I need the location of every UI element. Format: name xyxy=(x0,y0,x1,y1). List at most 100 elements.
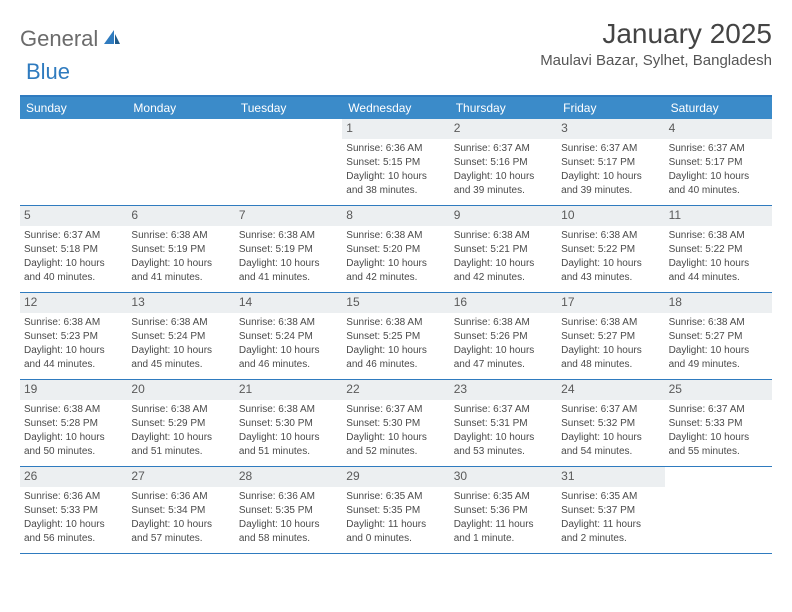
day-detail-line: Sunrise: 6:36 AM xyxy=(346,142,445,155)
day-detail-line: and 43 minutes. xyxy=(561,271,660,284)
day-detail-line: Sunset: 5:34 PM xyxy=(131,504,230,517)
day-detail-line: Sunrise: 6:38 AM xyxy=(454,316,553,329)
day-cell: 25Sunrise: 6:37 AMSunset: 5:33 PMDayligh… xyxy=(665,380,772,466)
day-number: 13 xyxy=(127,293,234,313)
day-detail-line: Daylight: 11 hours xyxy=(561,518,660,531)
day-detail-line: Sunset: 5:19 PM xyxy=(131,243,230,256)
day-details: Sunrise: 6:38 AMSunset: 5:27 PMDaylight:… xyxy=(669,316,768,371)
day-detail-line: and 56 minutes. xyxy=(24,532,123,545)
day-detail-line: Sunrise: 6:38 AM xyxy=(561,316,660,329)
day-details: Sunrise: 6:38 AMSunset: 5:19 PMDaylight:… xyxy=(239,229,338,284)
day-details: Sunrise: 6:37 AMSunset: 5:17 PMDaylight:… xyxy=(669,142,768,197)
day-detail-line: Daylight: 10 hours xyxy=(239,257,338,270)
day-detail-line: Sunset: 5:30 PM xyxy=(239,417,338,430)
day-details: Sunrise: 6:38 AMSunset: 5:22 PMDaylight:… xyxy=(669,229,768,284)
day-detail-line: Daylight: 10 hours xyxy=(669,431,768,444)
day-detail-line: and 45 minutes. xyxy=(131,358,230,371)
day-detail-line: and 52 minutes. xyxy=(346,445,445,458)
day-detail-line: Sunset: 5:23 PM xyxy=(24,330,123,343)
day-detail-line: Daylight: 10 hours xyxy=(24,257,123,270)
day-cell: 31Sunrise: 6:35 AMSunset: 5:37 PMDayligh… xyxy=(557,467,664,553)
day-number: 2 xyxy=(450,119,557,139)
day-detail-line: Sunset: 5:35 PM xyxy=(239,504,338,517)
day-number: 23 xyxy=(450,380,557,400)
day-detail-line: Sunrise: 6:35 AM xyxy=(454,490,553,503)
day-detail-line: Sunrise: 6:36 AM xyxy=(24,490,123,503)
day-detail-line: Sunrise: 6:37 AM xyxy=(454,403,553,416)
day-detail-line: Sunrise: 6:38 AM xyxy=(131,316,230,329)
day-number: 11 xyxy=(665,206,772,226)
day-detail-line: Daylight: 10 hours xyxy=(346,170,445,183)
day-detail-line: Sunset: 5:36 PM xyxy=(454,504,553,517)
day-detail-line: Sunrise: 6:38 AM xyxy=(669,316,768,329)
day-detail-line: and 0 minutes. xyxy=(346,532,445,545)
day-details: Sunrise: 6:35 AMSunset: 5:35 PMDaylight:… xyxy=(346,490,445,545)
day-cell: 29Sunrise: 6:35 AMSunset: 5:35 PMDayligh… xyxy=(342,467,449,553)
day-details: Sunrise: 6:38 AMSunset: 5:28 PMDaylight:… xyxy=(24,403,123,458)
day-cell: 30Sunrise: 6:35 AMSunset: 5:36 PMDayligh… xyxy=(450,467,557,553)
week-row: 19Sunrise: 6:38 AMSunset: 5:28 PMDayligh… xyxy=(20,380,772,467)
logo-text-general: General xyxy=(20,26,98,52)
day-cell: 8Sunrise: 6:38 AMSunset: 5:20 PMDaylight… xyxy=(342,206,449,292)
day-detail-line: Sunrise: 6:38 AM xyxy=(239,316,338,329)
week-row: 5Sunrise: 6:37 AMSunset: 5:18 PMDaylight… xyxy=(20,206,772,293)
day-number: 26 xyxy=(20,467,127,487)
day-detail-line: Sunrise: 6:38 AM xyxy=(24,403,123,416)
day-cell xyxy=(665,467,772,553)
day-detail-line: Sunrise: 6:38 AM xyxy=(346,316,445,329)
day-detail-line: and 41 minutes. xyxy=(131,271,230,284)
day-detail-line: Sunrise: 6:37 AM xyxy=(561,403,660,416)
day-detail-line: Sunset: 5:16 PM xyxy=(454,156,553,169)
day-details: Sunrise: 6:35 AMSunset: 5:37 PMDaylight:… xyxy=(561,490,660,545)
day-number: 15 xyxy=(342,293,449,313)
day-details: Sunrise: 6:37 AMSunset: 5:33 PMDaylight:… xyxy=(669,403,768,458)
day-detail-line: Daylight: 10 hours xyxy=(239,518,338,531)
day-cell: 16Sunrise: 6:38 AMSunset: 5:26 PMDayligh… xyxy=(450,293,557,379)
day-detail-line: Daylight: 10 hours xyxy=(131,344,230,357)
day-detail-line: Sunset: 5:27 PM xyxy=(561,330,660,343)
day-details: Sunrise: 6:38 AMSunset: 5:19 PMDaylight:… xyxy=(131,229,230,284)
day-detail-line: Sunset: 5:33 PM xyxy=(24,504,123,517)
logo-text-blue: Blue xyxy=(26,59,70,85)
day-detail-line: Sunrise: 6:38 AM xyxy=(239,403,338,416)
day-detail-line: Sunrise: 6:38 AM xyxy=(669,229,768,242)
day-details: Sunrise: 6:36 AMSunset: 5:34 PMDaylight:… xyxy=(131,490,230,545)
weekday-header: Wednesday xyxy=(342,97,449,119)
day-details: Sunrise: 6:38 AMSunset: 5:29 PMDaylight:… xyxy=(131,403,230,458)
day-detail-line: and 57 minutes. xyxy=(131,532,230,545)
day-detail-line: Daylight: 11 hours xyxy=(454,518,553,531)
day-detail-line: Sunset: 5:22 PM xyxy=(561,243,660,256)
day-detail-line: Sunrise: 6:38 AM xyxy=(24,316,123,329)
day-cell: 23Sunrise: 6:37 AMSunset: 5:31 PMDayligh… xyxy=(450,380,557,466)
title-block: January 2025 Maulavi Bazar, Sylhet, Bang… xyxy=(540,18,772,69)
day-detail-line: Sunset: 5:15 PM xyxy=(346,156,445,169)
day-detail-line: and 1 minute. xyxy=(454,532,553,545)
day-detail-line: Daylight: 10 hours xyxy=(24,518,123,531)
day-cell: 11 Sunrise: 6:38 AMSunset: 5:22 PMDayligh… xyxy=(665,206,772,292)
day-detail-line: and 40 minutes. xyxy=(24,271,123,284)
day-detail-line: Sunset: 5:20 PM xyxy=(346,243,445,256)
day-detail-line: Sunset: 5:24 PM xyxy=(239,330,338,343)
location: Maulavi Bazar, Sylhet, Bangladesh xyxy=(540,52,772,69)
day-detail-line: Daylight: 10 hours xyxy=(239,431,338,444)
day-detail-line: Daylight: 10 hours xyxy=(24,344,123,357)
day-detail-line: and 48 minutes. xyxy=(561,358,660,371)
day-cell: 18Sunrise: 6:38 AMSunset: 5:27 PMDayligh… xyxy=(665,293,772,379)
day-number: 20 xyxy=(127,380,234,400)
day-cell xyxy=(127,119,234,205)
week-row: 12Sunrise: 6:38 AMSunset: 5:23 PMDayligh… xyxy=(20,293,772,380)
weekday-header: Monday xyxy=(127,97,234,119)
day-detail-line: Daylight: 10 hours xyxy=(24,431,123,444)
day-cell: 15Sunrise: 6:38 AMSunset: 5:25 PMDayligh… xyxy=(342,293,449,379)
day-number: 22 xyxy=(342,380,449,400)
day-detail-line: and 41 minutes. xyxy=(239,271,338,284)
day-detail-line: Daylight: 10 hours xyxy=(131,518,230,531)
day-detail-line: Sunrise: 6:35 AM xyxy=(561,490,660,503)
day-cell: 1Sunrise: 6:36 AMSunset: 5:15 PMDaylight… xyxy=(342,119,449,205)
day-detail-line: Sunset: 5:25 PM xyxy=(346,330,445,343)
day-cell: 4Sunrise: 6:37 AMSunset: 5:17 PMDaylight… xyxy=(665,119,772,205)
day-details: Sunrise: 6:37 AMSunset: 5:16 PMDaylight:… xyxy=(454,142,553,197)
logo: General xyxy=(20,18,124,52)
day-detail-line: Daylight: 10 hours xyxy=(561,170,660,183)
day-cell: 19Sunrise: 6:38 AMSunset: 5:28 PMDayligh… xyxy=(20,380,127,466)
